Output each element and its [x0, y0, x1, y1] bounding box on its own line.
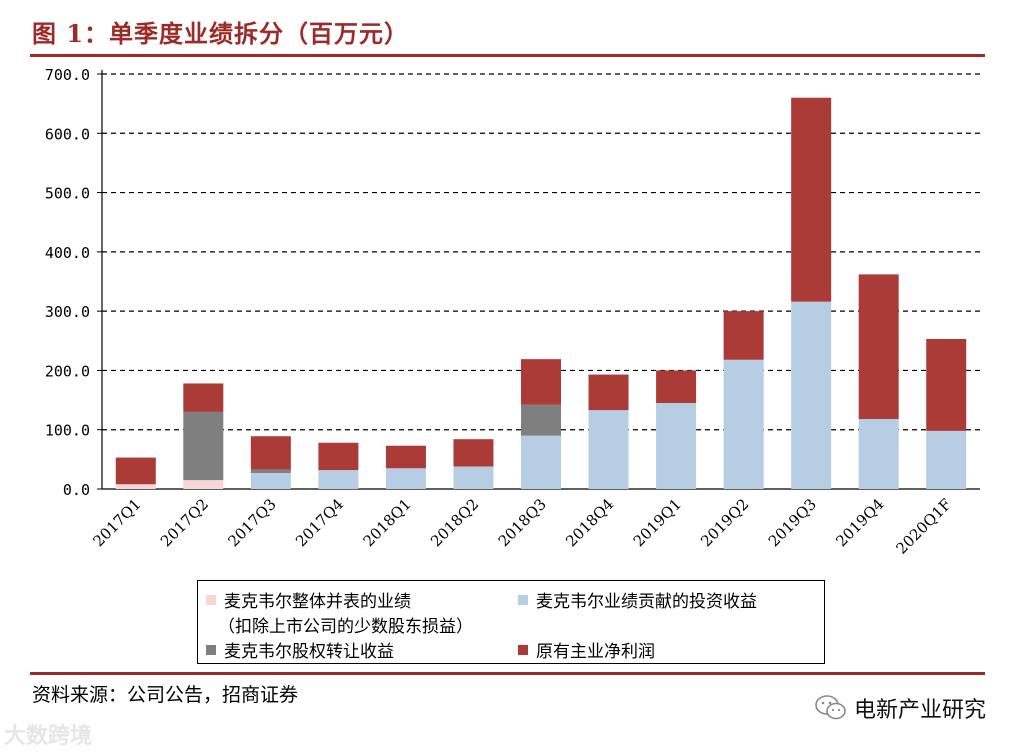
- x-tick-label: 2018Q1: [360, 495, 415, 550]
- chart-legend: 麦克韦尔整体并表的业绩 （扣除上市公司的少数股东损益） 麦克韦尔业绩贡献的投资收…: [197, 580, 825, 664]
- x-tick-label: 2019Q4: [832, 495, 887, 550]
- legend-label-original-business: 原有主业净利润: [536, 642, 655, 662]
- bar-segment-2017Q2-s0: [183, 480, 224, 489]
- bar-segment-2018Q3-s1: [521, 435, 561, 489]
- y-tick-label: 200.0: [45, 362, 90, 380]
- legend-label-investment-income: 麦克韦尔业绩贡献的投资收益: [536, 592, 757, 612]
- bar-segment-2017Q4-s1: [318, 470, 359, 489]
- legend-swatch-original-business: [518, 644, 528, 655]
- y-tick-label: 400.0: [45, 244, 90, 262]
- x-tick-label: 2018Q4: [562, 495, 617, 550]
- x-tick-label: 2017Q1: [89, 495, 144, 550]
- legend-item-consolidated: 麦克韦尔整体并表的业绩: [206, 587, 411, 612]
- title-rule: [30, 54, 985, 57]
- legend-label-consolidated: 麦克韦尔整体并表的业绩: [224, 592, 411, 612]
- bar-segment-2017Q2-s2: [183, 411, 224, 481]
- x-tick-label: 2019Q1: [630, 495, 685, 550]
- bar-segment-2018Q1-s3: [385, 445, 426, 469]
- x-tick-label: 2018Q2: [427, 495, 482, 550]
- watermark: 大数跨境: [4, 724, 93, 749]
- wechat-icon: [815, 695, 846, 720]
- bar-segment-2017Q1-s3: [115, 457, 156, 485]
- y-tick-label: 0.0: [63, 481, 90, 499]
- figure-title: 图 1：单季度业绩拆分（百万元）: [32, 19, 410, 48]
- y-tick-label: 100.0: [45, 422, 90, 440]
- x-tick-label: 2017Q2: [157, 495, 212, 550]
- x-tick-label: 2019Q3: [765, 495, 820, 550]
- legend-swatch-consolidated: [206, 594, 216, 605]
- source-rule: [30, 672, 985, 675]
- legend-item-original-business: 原有主业净利润: [518, 637, 655, 662]
- bar-segment-2020Q1F-s3: [926, 339, 967, 431]
- x-tick-label: 2018Q3: [495, 495, 550, 550]
- legend-swatch-equity-transfer: [206, 644, 216, 655]
- legend-swatch-investment-income: [518, 594, 528, 605]
- bar-segment-2018Q4-s1: [588, 410, 629, 489]
- y-tick-label: 300.0: [45, 303, 90, 321]
- legend-label-consolidated-note: （扣除上市公司的少数股东损益）: [218, 617, 473, 637]
- y-tick-label: 700.0: [45, 66, 90, 84]
- source-note: 资料来源：公司公告，招商证券: [32, 684, 299, 706]
- bar-segment-2017Q3-s1: [250, 472, 291, 489]
- bar-segment-2017Q3-s2: [250, 469, 291, 473]
- bar-segment-2018Q3-s2: [521, 404, 561, 436]
- bar-segment-2019Q2-s3: [723, 311, 764, 360]
- bar-segment-2019Q2-s1: [723, 359, 764, 489]
- x-tick-label: 2019Q2: [697, 495, 752, 550]
- bar-segment-2018Q2-s3: [453, 439, 494, 467]
- bar-segment-2018Q3-s3: [521, 359, 561, 405]
- bar-segment-2020Q1F-s1: [926, 430, 967, 489]
- y-tick-label: 600.0: [45, 125, 90, 143]
- wechat-account-name: 电新产业研究: [854, 698, 987, 723]
- x-tick-label: 2017Q4: [292, 495, 347, 550]
- x-tick-label: 2017Q3: [225, 495, 280, 550]
- bar-segment-2019Q1-s1: [656, 403, 697, 489]
- bar-segment-2017Q3-s3: [250, 436, 291, 470]
- bar-segment-2018Q2-s1: [453, 466, 494, 489]
- y-tick-label: 500.0: [45, 185, 90, 203]
- bar-segment-2017Q1-s0: [115, 484, 156, 489]
- stacked-bar-chart: 0.0 100.0 200.0 300.0 400.0 500.0 600.0 700.0 20…: [45, 66, 980, 558]
- bar-segment-2019Q3-s3: [791, 97, 832, 302]
- legend-item-investment-income: 麦克韦尔业绩贡献的投资收益: [518, 587, 757, 612]
- wechat-account: 电新产业研究: [814, 692, 986, 724]
- bar-segment-2017Q2-s3: [183, 383, 224, 412]
- bar-segment-2019Q4-s1: [858, 419, 899, 489]
- x-tick-label: 2020Q1F: [893, 495, 956, 558]
- bar-segment-2019Q1-s3: [656, 370, 697, 404]
- bar-segment-2017Q4-s3: [318, 442, 359, 471]
- bar-segment-2018Q1-s1: [385, 468, 426, 489]
- bar-segment-2018Q4-s3: [588, 374, 629, 411]
- legend-item-equity-transfer: 麦克韦尔股权转让收益: [206, 637, 394, 662]
- legend-label-equity-transfer: 麦克韦尔股权转让收益: [224, 642, 394, 662]
- bar-segment-2019Q4-s3: [858, 274, 899, 420]
- bar-segment-2019Q3-s1: [791, 301, 832, 489]
